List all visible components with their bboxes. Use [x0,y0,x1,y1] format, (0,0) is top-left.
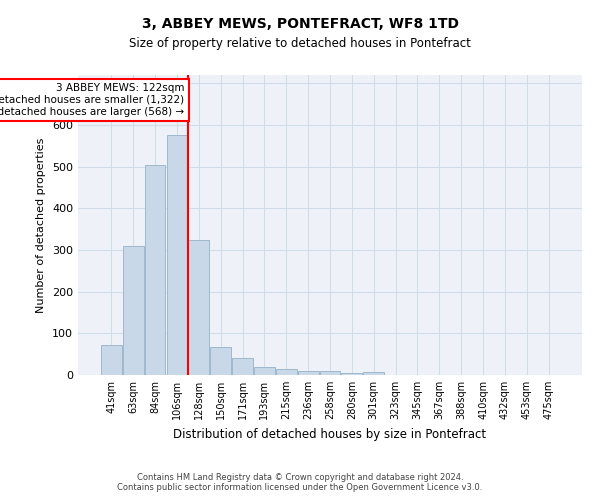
Bar [298,371,319,375]
Bar [101,344,122,375]
Y-axis label: Number of detached properties: Number of detached properties [37,138,46,312]
Bar [123,246,143,375]
Bar [188,240,209,375]
Text: Contains HM Land Registry data © Crown copyright and database right 2024.
Contai: Contains HM Land Registry data © Crown c… [118,473,482,492]
Bar [232,358,253,375]
Bar [167,136,187,375]
Text: 3 ABBEY MEWS: 122sqm
← 68% of detached houses are smaller (1,322)
29% of semi-de: 3 ABBEY MEWS: 122sqm ← 68% of detached h… [0,84,185,116]
Text: Size of property relative to detached houses in Pontefract: Size of property relative to detached ho… [129,38,471,51]
Bar [210,346,231,375]
X-axis label: Distribution of detached houses by size in Pontefract: Distribution of detached houses by size … [173,428,487,440]
Bar [320,371,340,375]
Bar [145,164,166,375]
Text: 3, ABBEY MEWS, PONTEFRACT, WF8 1TD: 3, ABBEY MEWS, PONTEFRACT, WF8 1TD [142,18,458,32]
Bar [276,369,296,375]
Bar [364,372,384,375]
Bar [254,366,275,375]
Bar [341,373,362,375]
